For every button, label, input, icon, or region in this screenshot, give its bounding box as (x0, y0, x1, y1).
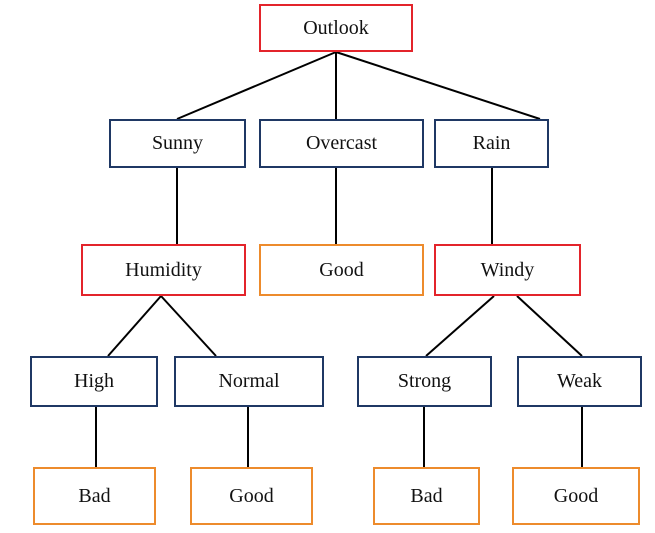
node-overcast-result: Good (259, 244, 424, 296)
node-overcast-label: Overcast (305, 132, 378, 154)
node-high-label: High (74, 370, 114, 392)
node-overcast-result-label: Good (319, 258, 364, 281)
edge-outlook-sunny (176, 51, 337, 120)
node-windy-label: Windy (480, 258, 535, 281)
node-outlook: Outlook (259, 4, 413, 52)
edge-outlook-rain (335, 51, 541, 120)
node-rain-label: Rain (472, 132, 511, 154)
node-windy: Windy (434, 244, 581, 296)
node-strong-result-label: Bad (410, 484, 443, 507)
node-strong-result: Bad (373, 467, 480, 525)
node-outlook-label: Outlook (303, 16, 369, 39)
edge-windy-weak (516, 295, 583, 357)
node-overcast: Overcast (259, 119, 424, 168)
node-weak-label: Weak (556, 370, 603, 392)
node-humidity-label: Humidity (125, 258, 202, 281)
node-normal-result-label: Good (229, 484, 274, 507)
node-sunny-label: Sunny (151, 132, 204, 154)
node-rain: Rain (434, 119, 549, 168)
edge-windy-strong (425, 295, 495, 357)
node-normal-label: Normal (218, 370, 280, 392)
node-high: High (30, 356, 158, 407)
node-strong-label: Strong (397, 370, 452, 392)
node-sunny: Sunny (109, 119, 246, 168)
node-strong: Strong (357, 356, 492, 407)
node-high-result: Bad (33, 467, 156, 525)
node-weak-result-label: Good (553, 484, 599, 507)
edge-humidity-normal (160, 295, 217, 357)
edge-humidity-high (107, 295, 162, 357)
node-humidity: Humidity (81, 244, 246, 296)
node-weak: Weak (517, 356, 642, 407)
node-weak-result: Good (512, 467, 640, 525)
node-high-result-label: Bad (78, 484, 111, 507)
node-normal-result: Good (190, 467, 313, 525)
node-normal: Normal (174, 356, 324, 407)
